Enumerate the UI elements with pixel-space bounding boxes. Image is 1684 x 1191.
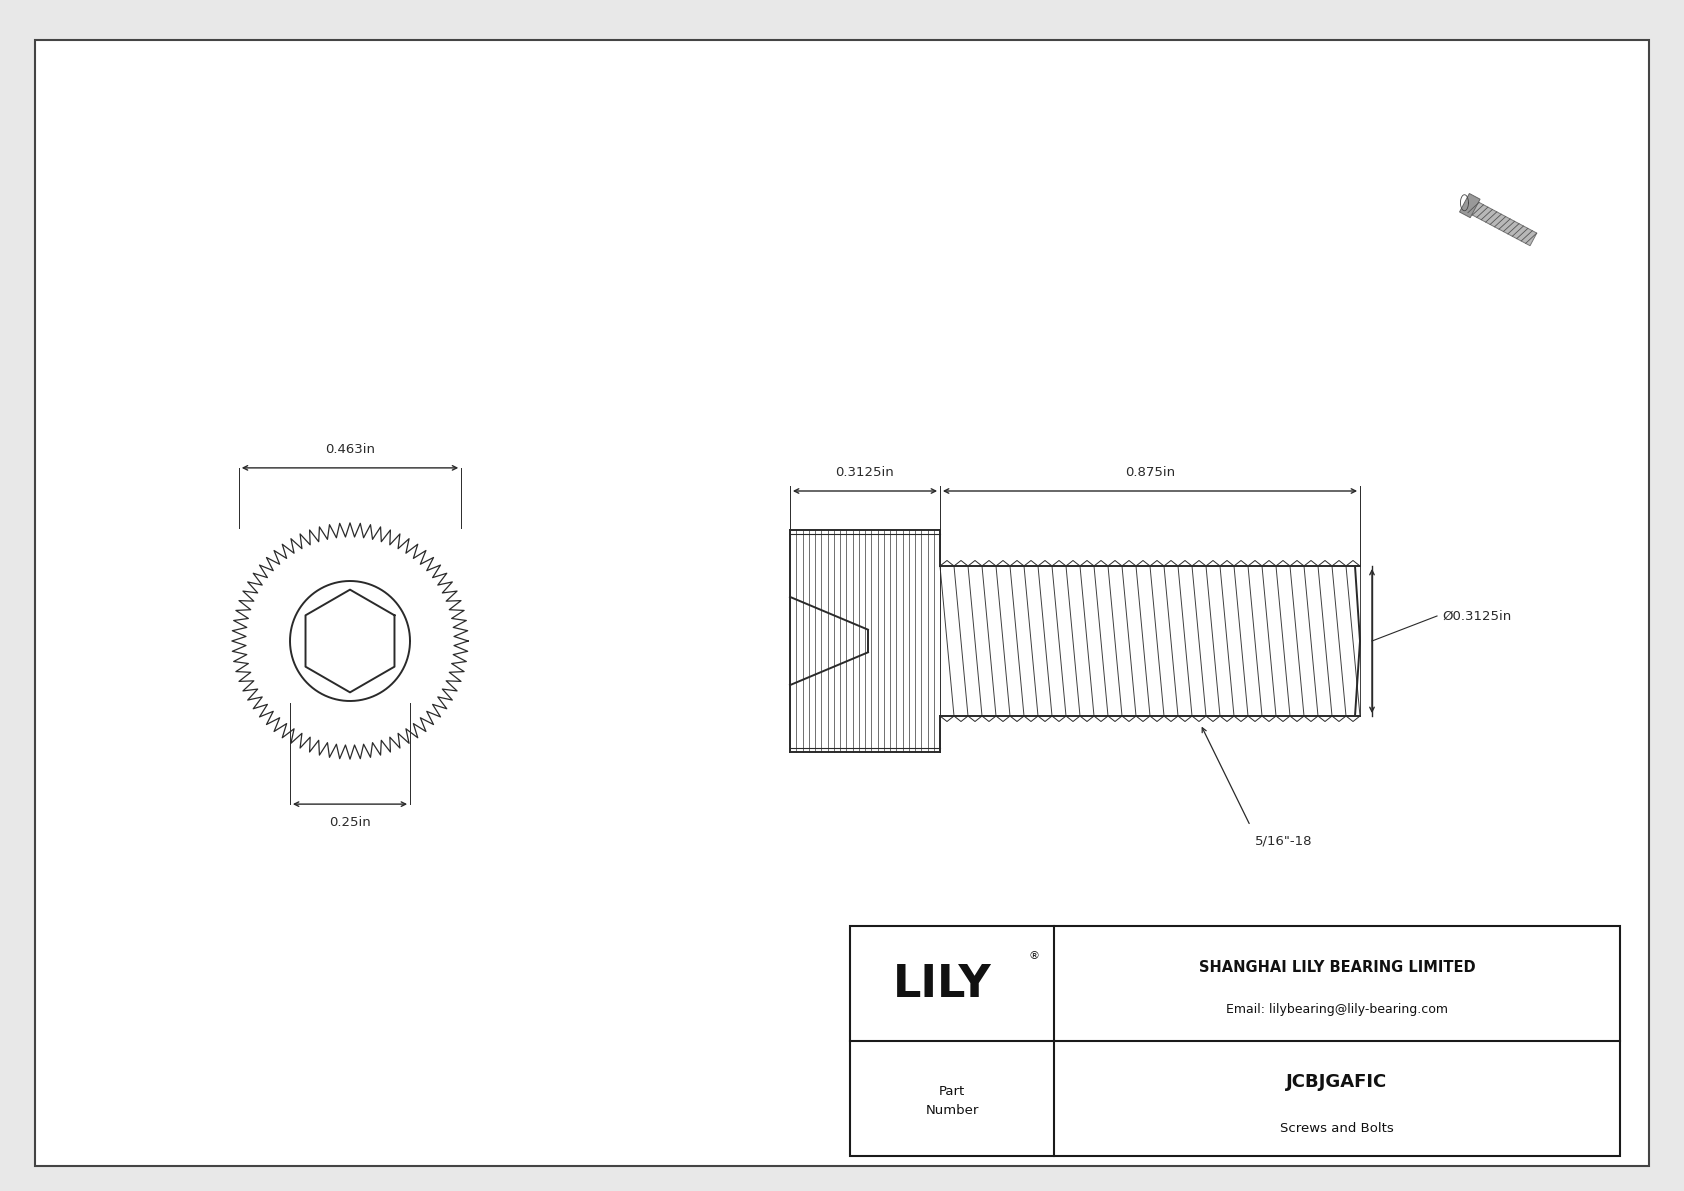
Text: ®: ®	[1029, 950, 1039, 961]
Text: 0.463in: 0.463in	[325, 443, 376, 456]
Text: 0.3125in: 0.3125in	[835, 466, 894, 479]
Bar	[850, 925, 1620, 1156]
Text: Ø0.3125in: Ø0.3125in	[1442, 610, 1511, 623]
Text: Email: lilybearing@lily-bearing.com: Email: lilybearing@lily-bearing.com	[1226, 1004, 1448, 1016]
Polygon shape	[1468, 200, 1537, 245]
Text: LILY: LILY	[893, 964, 992, 1006]
Text: 5/16"-18: 5/16"-18	[1255, 834, 1314, 847]
Text: Part
Number: Part Number	[925, 1085, 978, 1117]
Text: 0.875in: 0.875in	[1125, 466, 1175, 479]
Polygon shape	[1460, 193, 1480, 218]
Text: JCBJGAFIC: JCBJGAFIC	[1287, 1073, 1388, 1091]
Text: SHANGHAI LILY BEARING LIMITED: SHANGHAI LILY BEARING LIMITED	[1199, 960, 1475, 975]
Text: Screws and Bolts: Screws and Bolts	[1280, 1122, 1394, 1135]
Text: 0.25in: 0.25in	[328, 816, 370, 829]
